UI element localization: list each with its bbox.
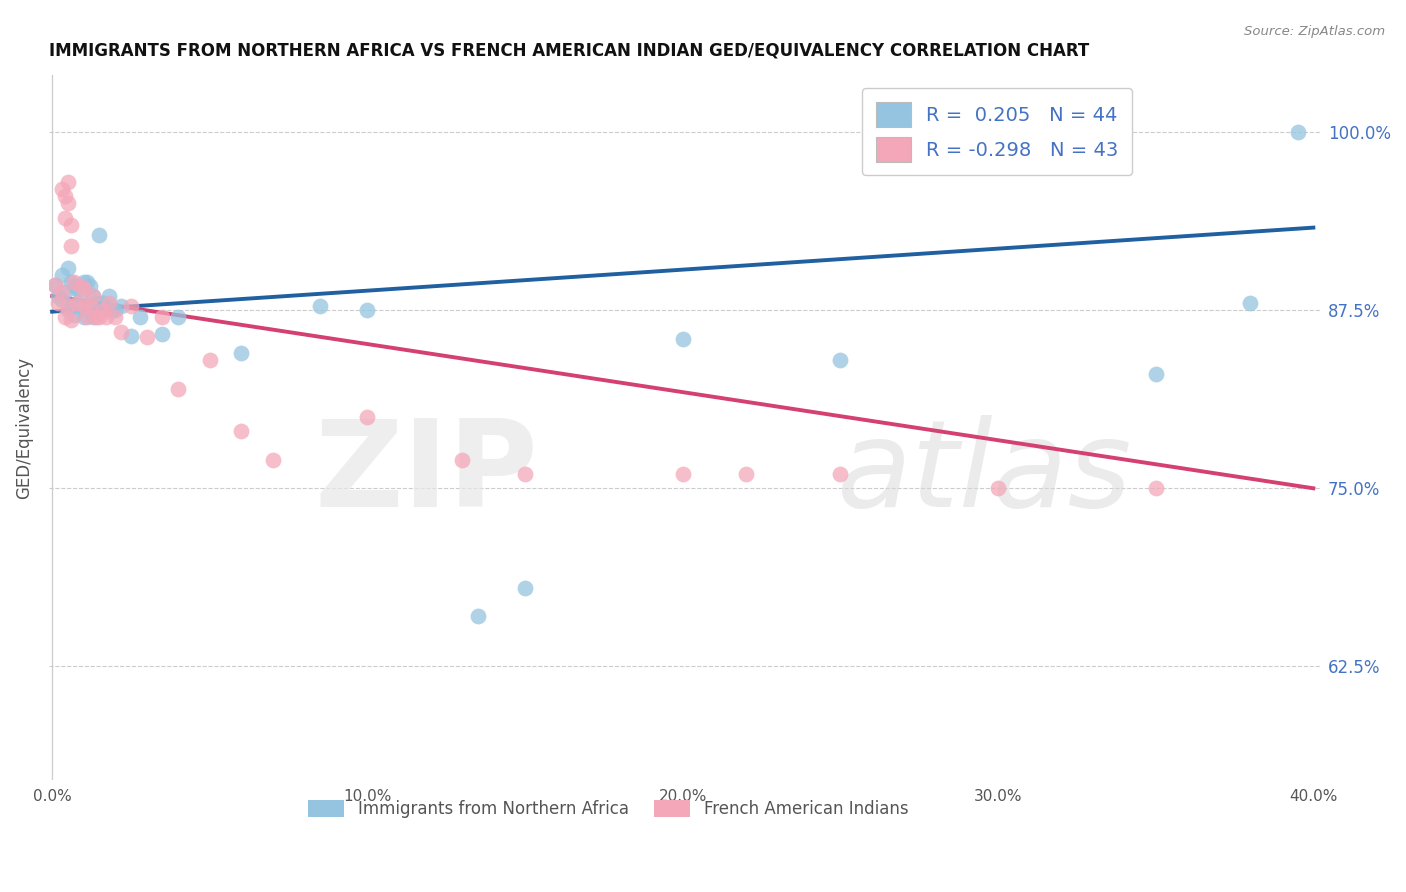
- Point: [167, 310, 190, 325]
- Point: [94, 310, 117, 325]
- Point: [120, 329, 142, 343]
- Point: [451, 452, 474, 467]
- Point: [76, 310, 98, 325]
- Point: [63, 308, 86, 322]
- Point: [467, 609, 489, 624]
- Point: [262, 452, 284, 467]
- Point: [309, 299, 332, 313]
- Point: [56, 303, 79, 318]
- Point: [72, 310, 94, 325]
- Point: [60, 313, 83, 327]
- Point: [44, 277, 66, 292]
- Point: [66, 299, 89, 313]
- Point: [72, 275, 94, 289]
- Point: [1144, 368, 1167, 382]
- Point: [82, 310, 104, 325]
- Point: [513, 581, 536, 595]
- Point: [987, 481, 1010, 495]
- Point: [56, 196, 79, 211]
- Point: [79, 279, 101, 293]
- Point: [97, 289, 120, 303]
- Point: [66, 296, 89, 310]
- Point: [82, 289, 104, 303]
- Point: [231, 425, 253, 439]
- Point: [76, 275, 98, 289]
- Point: [1239, 296, 1261, 310]
- Point: [94, 301, 117, 316]
- Point: [53, 310, 76, 325]
- Point: [63, 279, 86, 293]
- Point: [72, 282, 94, 296]
- Point: [60, 299, 83, 313]
- Point: [110, 325, 132, 339]
- Text: atlas: atlas: [837, 415, 1132, 533]
- Point: [84, 296, 107, 310]
- Point: [60, 218, 83, 232]
- Point: [69, 287, 91, 301]
- Point: [89, 227, 111, 242]
- Point: [72, 299, 94, 313]
- Point: [129, 310, 152, 325]
- Point: [79, 299, 101, 313]
- Point: [60, 239, 83, 253]
- Point: [152, 310, 174, 325]
- Point: [672, 467, 695, 481]
- Point: [231, 346, 253, 360]
- Point: [51, 285, 73, 299]
- Point: [51, 182, 73, 196]
- Point: [101, 303, 124, 318]
- Point: [56, 260, 79, 275]
- Point: [830, 467, 852, 481]
- Text: ZIP: ZIP: [315, 415, 538, 533]
- Point: [672, 332, 695, 346]
- Point: [91, 296, 114, 310]
- Point: [82, 289, 104, 303]
- Text: Source: ZipAtlas.com: Source: ZipAtlas.com: [1244, 25, 1385, 38]
- Point: [830, 353, 852, 368]
- Point: [48, 289, 70, 303]
- Point: [104, 310, 127, 325]
- Point: [91, 303, 114, 318]
- Point: [66, 282, 89, 296]
- Point: [513, 467, 536, 481]
- Point: [120, 299, 142, 313]
- Point: [53, 189, 76, 203]
- Point: [51, 268, 73, 282]
- Point: [51, 293, 73, 308]
- Point: [356, 410, 378, 425]
- Point: [56, 299, 79, 313]
- Point: [53, 285, 76, 299]
- Point: [104, 303, 127, 318]
- Text: IMMIGRANTS FROM NORTHERN AFRICA VS FRENCH AMERICAN INDIAN GED/EQUIVALENCY CORREL: IMMIGRANTS FROM NORTHERN AFRICA VS FRENC…: [49, 42, 1090, 60]
- Point: [152, 327, 174, 342]
- Point: [198, 353, 221, 368]
- Point: [44, 277, 66, 292]
- Point: [97, 296, 120, 310]
- Point: [356, 303, 378, 318]
- Legend: Immigrants from Northern Africa, French American Indians: Immigrants from Northern Africa, French …: [301, 793, 915, 825]
- Point: [48, 296, 70, 310]
- Point: [110, 299, 132, 313]
- Point: [79, 299, 101, 313]
- Y-axis label: GED/Equivalency: GED/Equivalency: [15, 357, 32, 499]
- Point: [1144, 481, 1167, 495]
- Point: [63, 275, 86, 289]
- Point: [53, 211, 76, 225]
- Point: [167, 382, 190, 396]
- Point: [1286, 125, 1309, 139]
- Point: [69, 279, 91, 293]
- Point: [89, 310, 111, 325]
- Point: [56, 175, 79, 189]
- Point: [734, 467, 756, 481]
- Point: [60, 275, 83, 289]
- Point: [135, 330, 157, 344]
- Point: [76, 303, 98, 318]
- Point: [84, 310, 107, 325]
